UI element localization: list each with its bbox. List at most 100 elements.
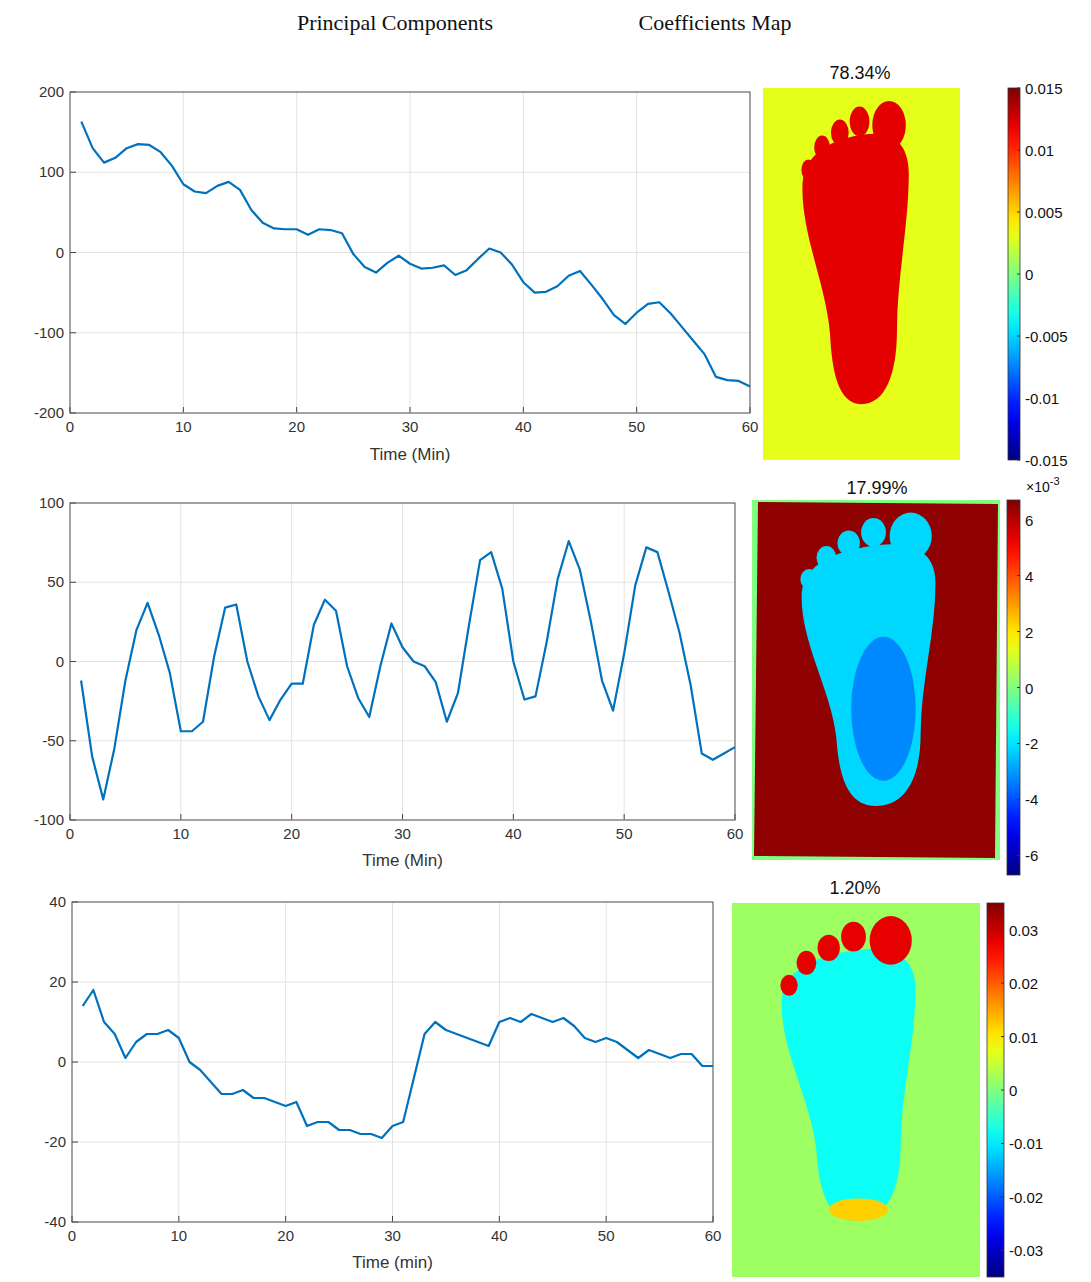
colorbar-label: -0.005 (1025, 328, 1068, 345)
colorbar-tick (1001, 983, 1004, 984)
tick-label: 30 (384, 1227, 401, 1244)
plot-bg (70, 92, 750, 413)
colorbar-tick (1017, 336, 1020, 337)
map-border (752, 500, 1000, 860)
panel: 0102030405060-40-2002040Time (min) (44, 893, 721, 1272)
line (83, 990, 713, 1138)
colorbar-tick (1001, 929, 1004, 930)
colorbar-label: 0.01 (1025, 142, 1054, 159)
tick-label: 50 (598, 1227, 615, 1244)
colorbar-label: 0.005 (1025, 204, 1063, 221)
colorbar-tick (1017, 212, 1020, 213)
colorbar-label: 0.02 (1009, 975, 1038, 992)
colorbar-tick (1001, 1143, 1004, 1144)
foot (780, 916, 915, 1221)
colorbar-label: 0 (1009, 1082, 1017, 1099)
colorbar (1008, 88, 1020, 460)
tick (606, 1216, 607, 1222)
tick (183, 407, 184, 413)
tick-label: 20 (49, 973, 66, 990)
colorbar-tick (1017, 398, 1020, 399)
grid-line (72, 982, 713, 983)
tick (70, 172, 76, 173)
map-title: 78.34% (829, 63, 890, 83)
toe (838, 531, 860, 556)
figure: Principal ComponentsCoefficients Map0102… (0, 0, 1091, 1282)
tick-label: -100 (34, 811, 64, 828)
map-title: 17.99% (846, 478, 907, 498)
tick-label: 30 (394, 825, 411, 842)
coef-map: 78.34%0.0150.010.0050-0.005-0.01-0.015 (763, 63, 1068, 469)
toe (780, 975, 797, 996)
tick-label: 40 (505, 825, 522, 842)
tick-label: -200 (34, 404, 64, 421)
tick-label: 60 (727, 825, 744, 842)
panel: 0102030405060-200-1000100200Time (Min) (34, 83, 758, 464)
colorbar-label: -0.02 (1009, 1189, 1043, 1206)
tick (178, 1216, 179, 1222)
colorbar-label: -2 (1025, 735, 1038, 752)
colorbar-label: 6 (1025, 512, 1033, 529)
foot-sole (782, 949, 916, 1221)
toe (850, 107, 870, 137)
colorbar-tick (1001, 1036, 1004, 1037)
toe (816, 546, 836, 569)
tick-label: 200 (39, 83, 64, 100)
grid-line (72, 1062, 713, 1063)
colorbar-tick (1017, 460, 1020, 461)
multiplier-exponent: -3 (1050, 475, 1060, 487)
map-background (763, 88, 960, 460)
colorbar-tick (1001, 1250, 1004, 1251)
map-background (754, 502, 998, 858)
tick-label: 10 (175, 418, 192, 435)
tick-label: -50 (42, 732, 64, 749)
tick-label: 50 (47, 573, 64, 590)
tick-label: 60 (705, 1227, 722, 1244)
colorbar-tick (1017, 274, 1020, 275)
tick-label: 20 (288, 418, 305, 435)
tick-label: 40 (515, 418, 532, 435)
toe (831, 120, 849, 146)
toe (818, 935, 840, 961)
tick (513, 814, 514, 820)
tick (402, 814, 403, 820)
tick-label: 0 (66, 825, 74, 842)
toe (870, 916, 912, 965)
tick (70, 582, 76, 583)
colorbar-tick (1017, 575, 1020, 576)
colorbar (987, 903, 1004, 1277)
plot-frame (72, 902, 713, 1222)
colorbar-tick (1017, 88, 1020, 89)
colorbar-tick (1017, 687, 1020, 688)
colorbar-label: -0.015 (1025, 452, 1068, 469)
data-group (81, 122, 750, 387)
tick (296, 407, 297, 413)
axis-title: Time (Min) (370, 445, 451, 464)
tick (523, 407, 524, 413)
colorbar-label: 0.01 (1009, 1029, 1038, 1046)
colorbar-label: 0.03 (1009, 922, 1038, 939)
tick (70, 332, 76, 333)
plot-bg (70, 503, 735, 820)
toe (801, 159, 815, 180)
panel: 0102030405060-100-50050100Time (Min) (34, 494, 743, 870)
tick-label: 100 (39, 163, 64, 180)
tick (392, 1216, 393, 1222)
colorbar-tick (1017, 743, 1020, 744)
foot-heel (829, 1198, 889, 1220)
colorbar-label: 0 (1025, 266, 1033, 283)
colorbar-label: -4 (1025, 791, 1038, 808)
grid-line (70, 172, 750, 173)
plot-frame (70, 503, 735, 820)
tick-label: 60 (742, 418, 759, 435)
colorbar-label: -6 (1025, 847, 1038, 864)
foot-sole (802, 134, 908, 404)
grid-line (72, 1142, 713, 1143)
tick-label: 50 (616, 825, 633, 842)
tick (285, 1216, 286, 1222)
colorbar-label: -0.03 (1009, 1242, 1043, 1259)
tick (72, 1062, 78, 1063)
colorbar-label: -0.01 (1009, 1135, 1043, 1152)
tick (291, 814, 292, 820)
tick-label: -40 (44, 1213, 66, 1230)
